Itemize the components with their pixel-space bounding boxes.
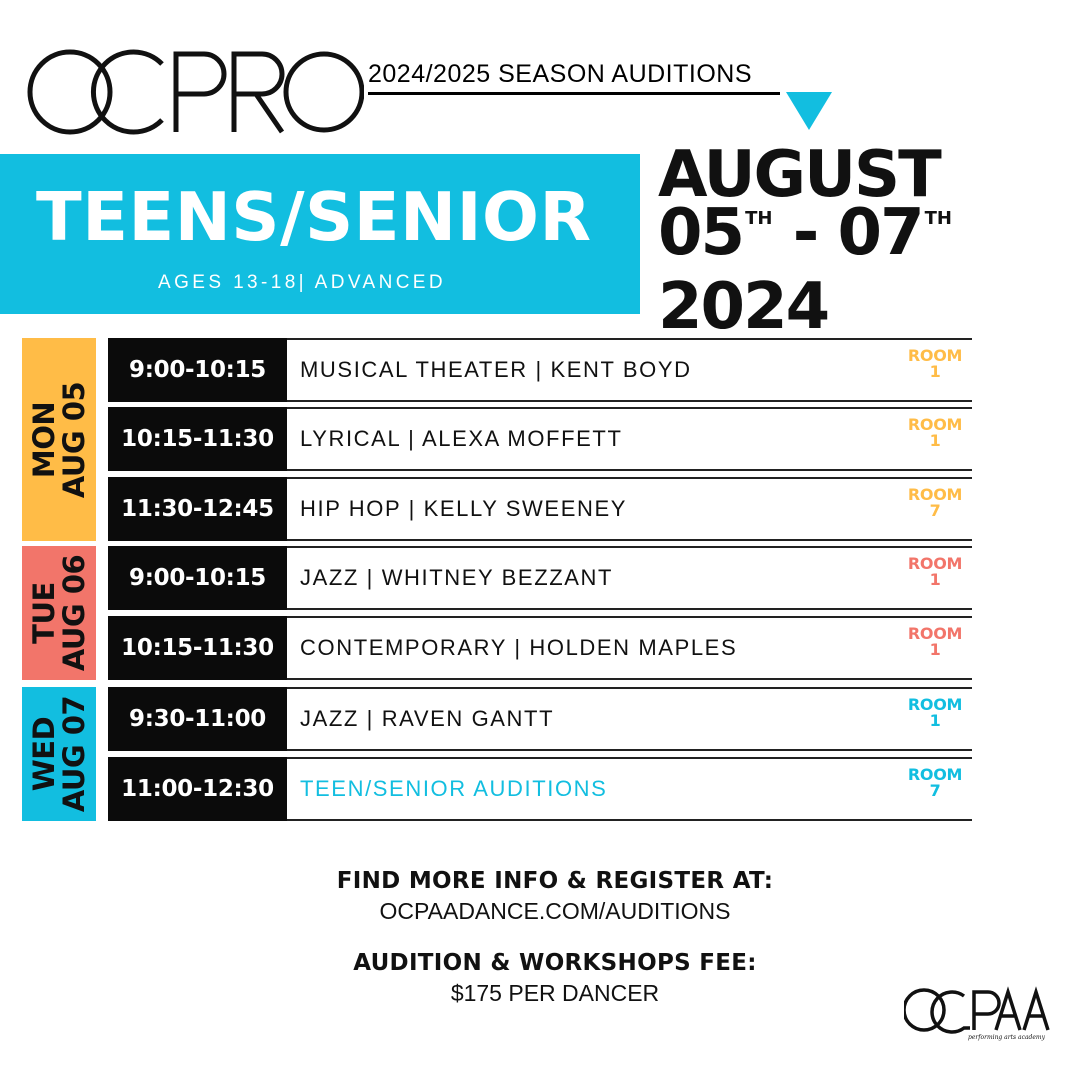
ocpro-logo [27,49,364,135]
time-slot: 9:00-10:15 [108,338,287,402]
row-divider [287,477,972,479]
fee-heading: AUDITION & WORKSHOPS FEE: [353,950,757,976]
class-name: HIP HOP | KELLY SWEENEY [300,496,627,521]
class-name: TEEN/SENIOR AUDITIONS [300,776,608,801]
row-divider [287,400,972,402]
room-badge: ROOM 1 [904,348,966,380]
room-label: ROOM [907,485,963,504]
ocpaa-logo [904,986,1050,1034]
room-label: ROOM [907,765,963,784]
schedule-row: 11:00-12:30 TEEN/SENIOR AUDITIONS ROOM 7 [108,757,972,821]
row-divider [287,616,972,618]
day-weekday: TUE [27,582,61,644]
day-label-mon: MON AUG 05 [27,381,91,498]
fee-value: $175 PER DANCER [450,980,660,1006]
schedule-row: 9:00-10:15 JAZZ | WHITNEY BEZZANT ROOM 1 [108,546,972,610]
time-slot: 10:15-11:30 [108,407,287,471]
row-divider [287,678,972,680]
room-number: 1 [929,570,941,589]
day-label-tue: TUE AUG 06 [27,554,91,672]
ocpaa-tagline: performing arts academy [968,1034,1046,1041]
time-slot: 10:15-11:30 [108,616,287,680]
room-badge: ROOM 1 [904,556,966,588]
schedule-row: 10:15-11:30 CONTEMPORARY | HOLDEN MAPLES… [108,616,972,680]
triangle-down-icon [786,92,832,130]
room-badge: ROOM 7 [904,767,966,799]
room-badge: ROOM 7 [904,487,966,519]
row-divider [287,819,972,821]
room-number: 1 [929,431,941,450]
row-divider [287,687,972,689]
date-year: 2024 [658,270,830,344]
program-banner: TEENS/SENIOR AGES 13-18| ADVANCED [0,154,640,314]
season-title: 2024/2025 SEASON AUDITIONS [368,60,753,88]
row-divider [287,546,972,548]
info-url[interactable]: OCPAADANCE.COM/AUDITIONS [379,898,731,924]
row-divider [287,338,972,340]
class-name: CONTEMPORARY | HOLDEN MAPLES [300,635,738,660]
room-badge: ROOM 1 [904,697,966,729]
room-label: ROOM [907,554,963,573]
fee-block: AUDITION & WORKSHOPS FEE: $175 PER DANCE… [230,950,880,1007]
day-bar-tue: TUE AUG 06 [22,546,96,680]
info-block: FIND MORE INFO & REGISTER AT: OCPAADANCE… [230,868,880,925]
day-bar-mon: MON AUG 05 [22,338,96,541]
program-title: TEENS/SENIOR [36,178,592,256]
day-date: AUG 05 [57,381,91,498]
class-name: JAZZ | RAVEN GANTT [300,706,555,731]
room-number: 7 [929,501,941,520]
time-slot: 11:30-12:45 [108,477,287,541]
row-divider [287,749,972,751]
day-weekday: MON [27,401,61,478]
schedule-row: 11:30-12:45 HIP HOP | KELLY SWEENEY ROOM… [108,477,972,541]
date-end-suffix: TH [924,208,952,229]
date-start-suffix: TH [745,208,773,229]
row-divider [287,608,972,610]
date-start-day: 05 [658,196,745,270]
day-weekday: WED [27,716,61,792]
class-name: JAZZ | WHITNEY BEZZANT [300,565,614,590]
schedule-row: 10:15-11:30 LYRICAL | ALEXA MOFFETT ROOM… [108,407,972,471]
room-label: ROOM [907,695,963,714]
time-slot: 9:00-10:15 [108,546,287,610]
date-range: 05 TH - 07 TH [658,201,958,278]
audition-dates: AUGUST 05 TH - 07 TH 2024 [658,138,958,344]
class-name: MUSICAL THEATER | KENT BOYD [300,357,692,382]
room-number: 1 [929,640,941,659]
room-label: ROOM [907,415,963,434]
row-divider [287,539,972,541]
day-date: AUG 07 [57,695,91,813]
program-subtitle: AGES 13-18| ADVANCED [158,272,447,293]
room-badge: ROOM 1 [904,417,966,449]
row-divider [287,407,972,409]
info-heading: FIND MORE INFO & REGISTER AT: [336,868,774,894]
date-end-day: 07 [837,196,925,270]
day-bar-wed: WED AUG 07 [22,687,96,821]
room-label: ROOM [907,624,963,643]
day-label-wed: WED AUG 07 [27,695,91,813]
row-divider [287,469,972,471]
date-separator: - [792,196,820,270]
season-title-underline [368,92,780,95]
time-slot: 9:30-11:00 [108,687,287,751]
schedule-row: 9:30-11:00 JAZZ | RAVEN GANTT ROOM 1 [108,687,972,751]
date-month: AUGUST [658,138,942,212]
row-divider [287,757,972,759]
schedule-row: 9:00-10:15 MUSICAL THEATER | KENT BOYD R… [108,338,972,402]
room-number: 1 [929,711,941,730]
room-number: 7 [929,781,941,800]
day-date: AUG 06 [57,554,91,672]
time-slot: 11:00-12:30 [108,757,287,821]
room-number: 1 [929,362,941,381]
class-name: LYRICAL | ALEXA MOFFETT [300,426,623,451]
room-badge: ROOM 1 [904,626,966,658]
room-label: ROOM [907,346,963,365]
